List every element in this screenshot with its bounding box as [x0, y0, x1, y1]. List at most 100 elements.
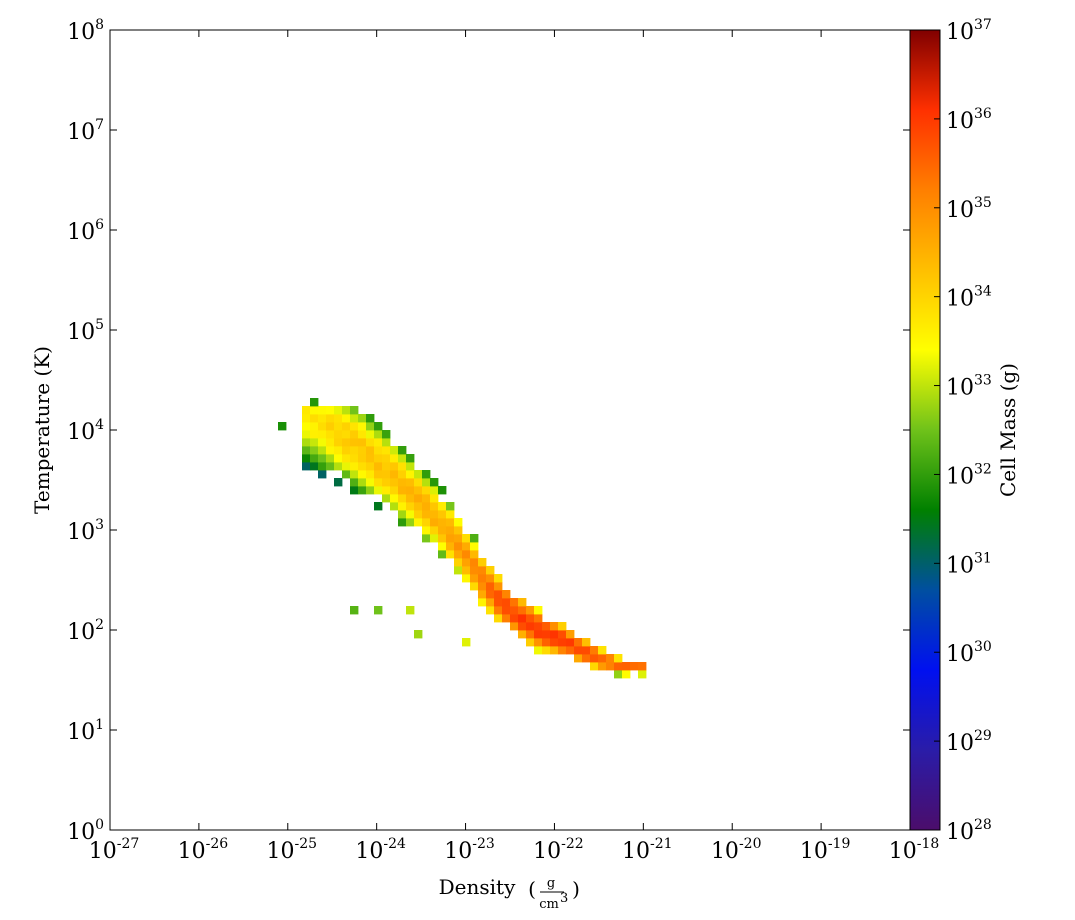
heatmap-cell [454, 534, 463, 543]
heatmap-cell [478, 598, 487, 607]
colorbar-tick-label: 1031 [946, 550, 992, 578]
heatmap-cell [350, 486, 359, 495]
heatmap-cell [550, 630, 559, 639]
colorbar-ticks: 1028 1029 1030 1031 1032 1033 1034 1035 1036 1037 [934, 17, 992, 845]
y-tick-label: 107 [67, 117, 104, 145]
heatmap-cell [302, 414, 311, 423]
heatmap-cell [638, 662, 647, 671]
x-axis-title: Density [439, 875, 516, 899]
heatmap-cell [438, 486, 447, 495]
y-axis-ticks: 100 101 102 103 104 105 106 107 108 [67, 17, 910, 845]
heatmap-cell [430, 510, 439, 519]
heatmap-cell [342, 454, 351, 463]
heatmap-cell [318, 430, 327, 439]
heatmap-cell [550, 646, 559, 655]
heatmap-cell [598, 654, 607, 663]
heatmap-cell [398, 494, 407, 503]
heatmap-cell [398, 518, 407, 527]
heatmap-cell [526, 622, 535, 631]
heatmap-cell [494, 614, 503, 623]
colorbar-title: Cell Mass (g) [996, 363, 1020, 497]
heatmap-cell [486, 606, 495, 615]
heatmap-cell [390, 446, 399, 455]
heatmap-cell [422, 510, 431, 519]
heatmap-cell [350, 606, 359, 615]
x-tick-label: 10-24 [355, 836, 406, 864]
heatmap-cell [446, 526, 455, 535]
heatmap-cell [414, 486, 423, 495]
heatmap-cell [358, 430, 367, 439]
heatmap-cell [550, 638, 559, 647]
heatmap-cell [406, 494, 415, 503]
heatmap-cell [382, 478, 391, 487]
heatmap-cell [318, 422, 327, 431]
heatmap-cell [518, 598, 527, 607]
heatmap-cell [342, 430, 351, 439]
heatmap-cell [350, 414, 359, 423]
heatmap-cell [454, 518, 463, 527]
heatmap-cell [422, 478, 431, 487]
heatmap-cell [326, 414, 335, 423]
heatmap-cell [558, 622, 567, 631]
heatmap-cell [414, 630, 423, 639]
heatmap-cell [358, 446, 367, 455]
heatmap-cell [526, 614, 535, 623]
heatmap-cell [534, 606, 543, 615]
heatmap-cell [398, 478, 407, 487]
heatmap-cell [382, 430, 391, 439]
y-tick-label: 108 [67, 17, 104, 45]
x-unit-numerator: g [547, 876, 555, 891]
heatmap-cell [366, 462, 375, 471]
heatmap-cell [518, 630, 527, 639]
heatmap-cell [446, 502, 455, 511]
heatmap-cell [350, 430, 359, 439]
heatmap-cell [534, 614, 543, 623]
heatmap-cell [374, 470, 383, 479]
heatmap-cell [446, 534, 455, 543]
heatmap-cell [510, 622, 519, 631]
y-tick-label: 102 [67, 617, 104, 645]
heatmap-cell [342, 446, 351, 455]
heatmap-cell [534, 630, 543, 639]
heatmap-cell [406, 606, 415, 615]
heatmap-cell [438, 510, 447, 519]
heatmap-cell [310, 438, 319, 447]
heatmap-cell [382, 470, 391, 479]
x-tick-label: 10-19 [800, 836, 851, 864]
heatmap-cell [398, 454, 407, 463]
heatmap-cell [366, 438, 375, 447]
heatmap-cell [390, 486, 399, 495]
heatmap-cell [590, 646, 599, 655]
heatmap-cell [566, 646, 575, 655]
heatmap-cell [614, 662, 623, 671]
heatmap-cell [422, 518, 431, 527]
heatmap-cell [430, 518, 439, 527]
heatmap-cell [614, 670, 623, 679]
colorbar-tick-label: 1030 [946, 639, 992, 667]
heatmap-cell [542, 638, 551, 647]
heatmap-cell [398, 446, 407, 455]
heatmap-cell [414, 470, 423, 479]
heatmap-cell [406, 454, 415, 463]
heatmap-cell [374, 430, 383, 439]
heatmap-cell [382, 438, 391, 447]
heatmap-cell [334, 446, 343, 455]
heatmap-cell [598, 646, 607, 655]
heatmap-cell [318, 414, 327, 423]
heatmap-cell [494, 574, 503, 583]
y-tick-label: 100 [67, 817, 104, 845]
heatmap-cell [350, 470, 359, 479]
heatmap-cell [310, 462, 319, 471]
heatmap-cell [406, 462, 415, 471]
heatmap-cell [318, 446, 327, 455]
heatmap-cell [326, 422, 335, 431]
heatmap-cell [438, 518, 447, 527]
heatmap-cell [446, 542, 455, 551]
heatmap-cell [326, 446, 335, 455]
heatmap-cell [558, 630, 567, 639]
heatmap-cell [318, 406, 327, 415]
heatmap-cell [542, 646, 551, 655]
heatmap-cell [422, 486, 431, 495]
heatmap-cell [558, 646, 567, 655]
y-tick-label: 104 [67, 417, 104, 445]
